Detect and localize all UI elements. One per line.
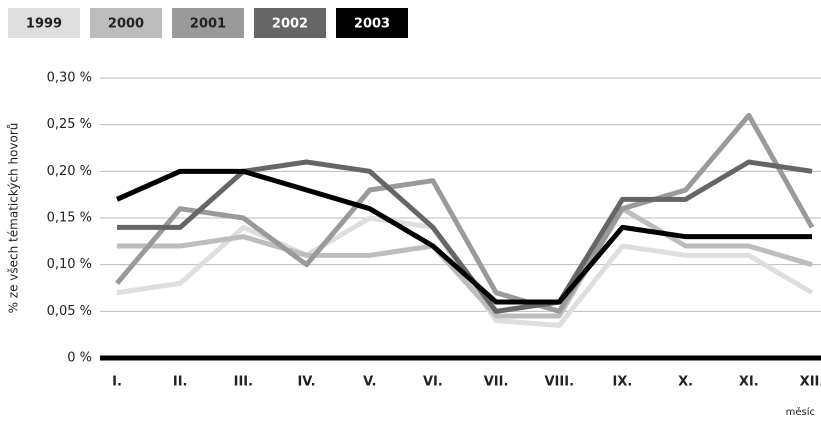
legend-swatch: [90, 8, 162, 38]
y-tick-label: 0,30 %: [47, 71, 92, 86]
y-tick-label: 0,10 %: [47, 257, 92, 272]
x-tick-label: XII.: [800, 375, 821, 390]
legend-label: 2001: [190, 17, 226, 32]
y-tick-label: 0,05 %: [47, 304, 92, 319]
x-tick-label: IX.: [613, 375, 633, 390]
x-tick-label: IV.: [297, 375, 315, 390]
series-line: [115, 112, 815, 314]
legend-label: 2003: [354, 17, 390, 32]
series-line: [117, 206, 813, 319]
x-tick-label: VI.: [423, 375, 443, 390]
y-tick-label: 0 %: [67, 351, 92, 366]
x-tick-label: VII.: [484, 375, 509, 390]
x-tick-label: I.: [112, 375, 122, 390]
x-tick-label: X.: [678, 375, 693, 390]
series-line: [115, 168, 812, 305]
legend-label: 2002: [272, 17, 308, 32]
legend-swatch: [336, 8, 408, 38]
y-tick-label: 0,25 %: [47, 117, 92, 132]
legend-swatch: [8, 8, 80, 38]
y-tick-label: 0,20 %: [47, 164, 92, 179]
y-axis-label: % ze všech tématických hovorů: [7, 123, 21, 314]
x-tick-label: III.: [234, 375, 253, 390]
x-tick-label: II.: [173, 375, 188, 390]
x-axis-label: měsíc: [786, 406, 815, 418]
x-tick-label: XI.: [739, 375, 759, 390]
legend-label: 2000: [108, 17, 144, 32]
series-line: [117, 159, 813, 314]
x-tick-label: V.: [363, 375, 376, 390]
legend-swatch: [254, 8, 326, 38]
legend-swatch: [172, 8, 244, 38]
y-tick-label: 0,15 %: [47, 211, 92, 226]
x-tick-label: VIII.: [545, 375, 575, 390]
legend-label: 1999: [26, 17, 62, 32]
